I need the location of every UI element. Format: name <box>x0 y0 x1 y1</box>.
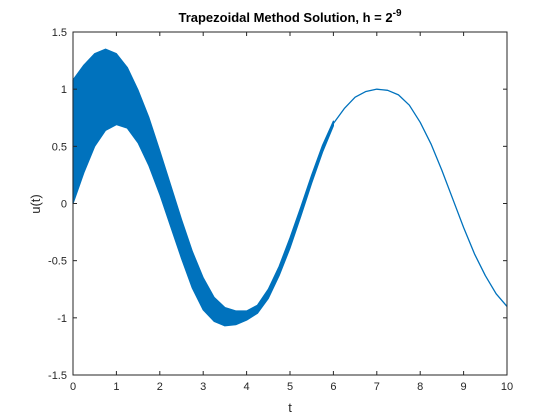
y-tick-label: -0.5 <box>48 256 67 268</box>
solution-line <box>332 88 508 307</box>
x-tick-label: 4 <box>244 381 250 393</box>
data-layer <box>72 48 508 327</box>
chart-title-superscript: -9 <box>393 8 402 19</box>
x-tick-label: 3 <box>200 381 206 393</box>
y-axis-label: u(t) <box>28 194 43 214</box>
chart-title-main: Trapezoidal Method Solution, h = 2 <box>178 10 392 25</box>
y-tick-label: 0.5 <box>52 141 67 153</box>
x-tick-label: 5 <box>287 381 293 393</box>
y-tick-label: 0 <box>61 199 67 211</box>
chart-title: Trapezoidal Method Solution, h = 2-9 <box>178 8 401 25</box>
y-tick-label: -1.5 <box>48 370 67 382</box>
x-tick-label: 6 <box>330 381 336 393</box>
tick-layer: 0 1 2 3 4 5 6 7 8 9 10 -1.5 -1 -0.5 0 0.5 1 1.5 <box>48 27 513 393</box>
x-tick-label: 0 <box>70 381 76 393</box>
x-tick-label: 9 <box>461 381 467 393</box>
y-tick-label: 1 <box>61 84 67 96</box>
x-tick-label: 10 <box>501 381 513 393</box>
x-tick-label: 7 <box>374 381 380 393</box>
y-tick-label: -1 <box>57 313 67 325</box>
x-axis-label: t <box>288 400 292 415</box>
x-tick-label: 2 <box>157 381 163 393</box>
x-tick-label: 1 <box>113 381 119 393</box>
oscillation-band <box>72 48 334 327</box>
y-tick-label: 1.5 <box>52 27 67 39</box>
x-tick-label: 8 <box>417 381 423 393</box>
